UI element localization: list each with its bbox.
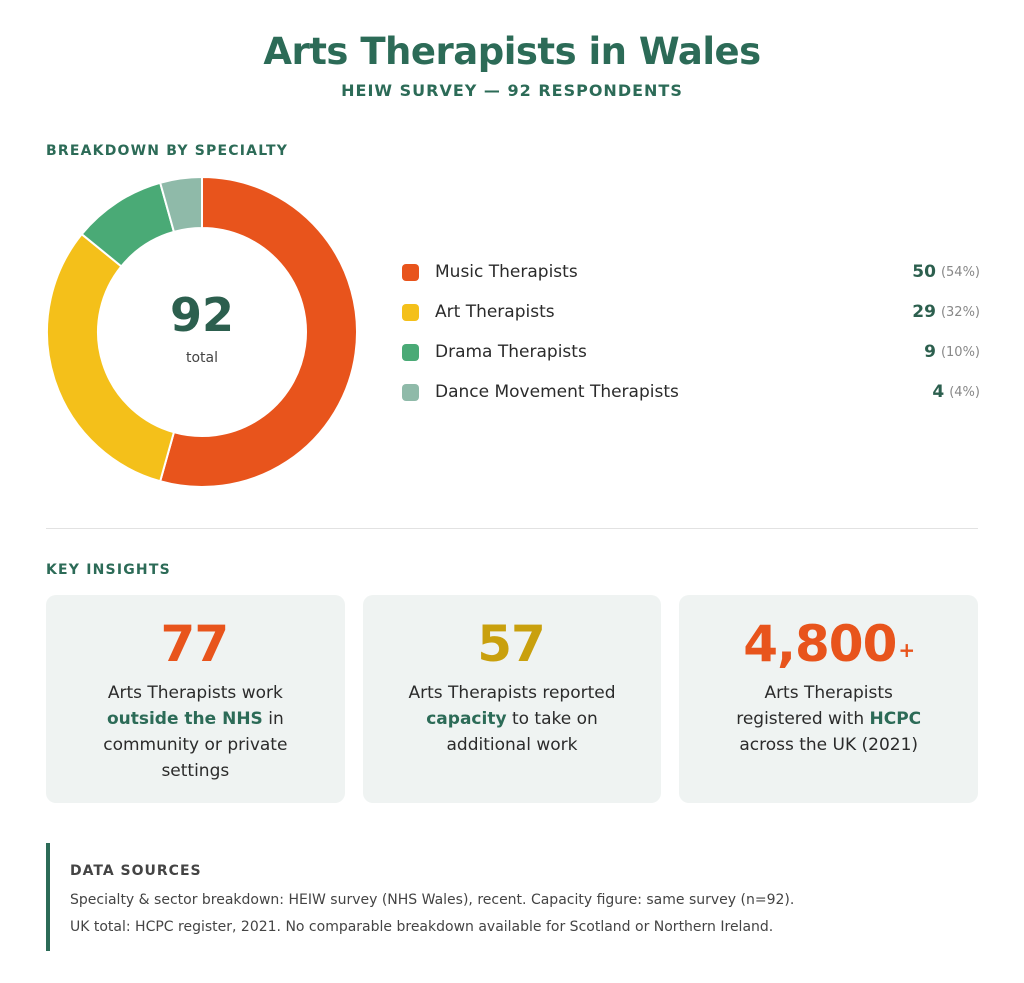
insight-number: 4,800 + — [743, 615, 915, 673]
insight-cards: 77 Arts Therapists work outside the NHS … — [46, 595, 979, 803]
legend-swatch — [402, 303, 419, 321]
legend-label: Art Therapists — [435, 302, 555, 322]
insight-card: 57 Arts Therapists reported capacity to … — [362, 595, 662, 803]
legend-percent: (54%) — [940, 264, 980, 280]
legend-percent: (4%) — [949, 384, 980, 400]
legend-label: Dance Movement Therapists — [435, 382, 679, 402]
donut-total-label: total — [185, 350, 218, 366]
insight-text: Arts Therapists work outside the NHS in … — [103, 683, 288, 781]
legend-item: Drama Therapists 9 (10%) — [402, 332, 980, 372]
sources-line: Specialty & sector breakdown: HEIW surve… — [70, 892, 795, 908]
page-title: Arts Therapists in Wales — [263, 30, 761, 73]
insight-text: Arts Therapists registered with HCPC acr… — [736, 683, 922, 755]
legend-percent: (10%) — [940, 344, 980, 360]
data-sources: DATA SOURCES Specialty & sector breakdow… — [46, 843, 978, 951]
sources-title: DATA SOURCES — [70, 863, 202, 879]
page-subtitle: HEIW SURVEY — 92 RESPONDENTS — [341, 81, 683, 100]
donut-slice-music-therapists — [158, 175, 358, 488]
insight-card: 77 Arts Therapists work outside the NHS … — [46, 595, 345, 803]
insight-number: 57 — [477, 615, 546, 673]
breakdown-label: BREAKDOWN BY SPECIALTY — [46, 143, 289, 159]
insight-number: 77 — [160, 615, 230, 673]
legend-value: 50 — [912, 262, 936, 282]
legend-value: 9 — [924, 342, 936, 362]
donut-slice-dance-movement-therapists — [158, 175, 203, 234]
legend-item: Music Therapists 50 (54%) — [402, 252, 980, 292]
legend-label: Drama Therapists — [435, 342, 587, 362]
legend-swatch — [402, 343, 419, 361]
insight-text: Arts Therapists reported capacity to tak… — [408, 683, 616, 755]
legend-item: Dance Movement Therapists 4 (4%) — [402, 372, 980, 412]
insights-label: KEY INSIGHTS — [46, 562, 171, 578]
insight-card: 4,800 + Arts Therapists registered with H… — [679, 595, 979, 803]
legend-percent: (32%) — [940, 304, 980, 320]
donut-total-value: 92 — [169, 288, 234, 342]
sources-line: UK total: HCPC register, 2021. No compar… — [70, 919, 774, 935]
section-divider — [46, 528, 978, 529]
legend-swatch — [402, 383, 419, 401]
legend-value: 4 — [932, 382, 945, 402]
donut-slice-art-therapists — [46, 232, 176, 483]
specialty-donut-chart — [46, 175, 358, 488]
legend-swatch — [402, 263, 419, 281]
legend-value: 29 — [912, 302, 936, 322]
legend-label: Music Therapists — [435, 262, 578, 282]
legend-item: Art Therapists 29 (32%) — [402, 292, 980, 332]
chart-legend: Music Therapists 50 (54%) Art Therapists 29(… — [402, 252, 980, 412]
